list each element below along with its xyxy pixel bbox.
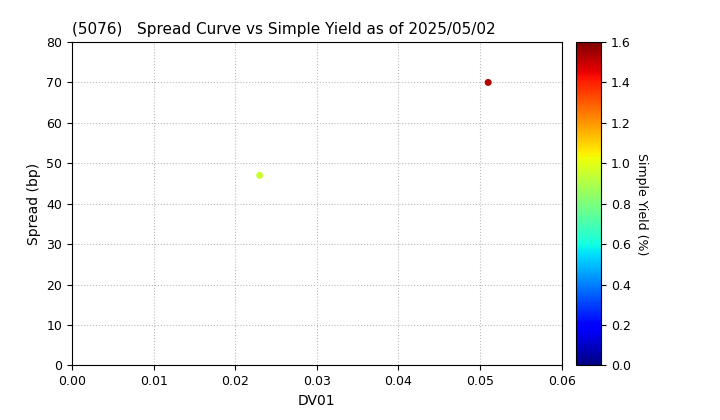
X-axis label: DV01: DV01 — [298, 394, 336, 408]
Point — [254, 172, 266, 179]
Text: (5076)   Spread Curve vs Simple Yield as of 2025/05/02: (5076) Spread Curve vs Simple Yield as o… — [72, 22, 495, 37]
Point — [482, 79, 494, 86]
Y-axis label: Spread (bp): Spread (bp) — [27, 163, 41, 245]
Y-axis label: Simple Yield (%): Simple Yield (%) — [634, 152, 647, 255]
